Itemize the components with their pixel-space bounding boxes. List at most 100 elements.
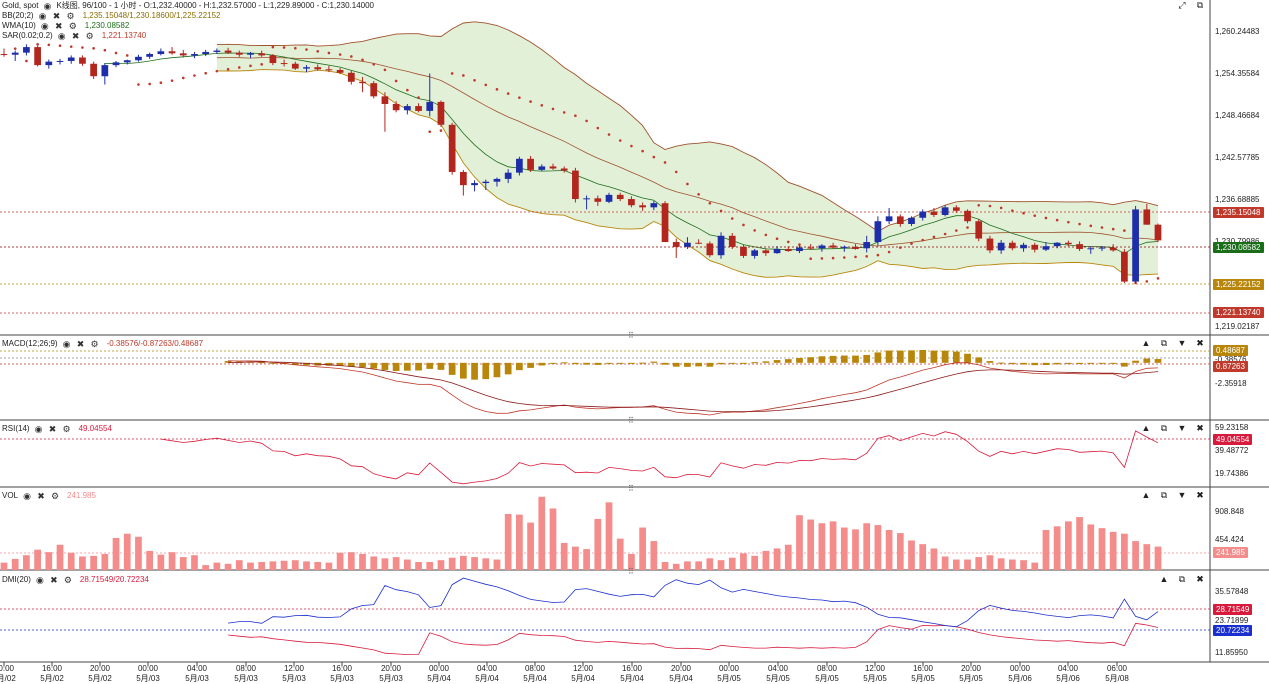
sar-dot (798, 243, 801, 246)
macd-histogram-bar (930, 350, 938, 363)
sar-dot (809, 257, 812, 260)
time-axis-label: 06:00 5月/08 (1097, 664, 1137, 684)
sar-dot (439, 129, 443, 132)
sar-dot (406, 88, 409, 92)
time-axis-date: 5月/03 (282, 674, 306, 683)
sar-dot (47, 43, 51, 47)
volume-bar (986, 555, 994, 570)
candle (112, 62, 120, 66)
time-axis-date: 5月/03 (234, 674, 258, 683)
vol-pane-controls: ▲ ⧉ ▼ ✖ (1140, 490, 1206, 501)
close-icon[interactable]: ✖ (48, 424, 57, 434)
candle (740, 246, 747, 256)
gear-icon[interactable]: ⚙ (85, 31, 94, 41)
eye-icon[interactable]: ◉ (38, 11, 47, 21)
candle (34, 47, 41, 66)
close-icon[interactable]: ✖ (1196, 338, 1204, 348)
eye-icon[interactable]: ◉ (43, 1, 52, 11)
move-up-icon[interactable]: ▲ (1159, 574, 1169, 584)
volume-bar (11, 558, 19, 570)
sar-dot (473, 78, 476, 82)
gear-icon[interactable]: ⚙ (66, 11, 75, 21)
eye-icon[interactable]: ◉ (34, 424, 43, 434)
time-axis-date: 5月/04 (571, 674, 595, 683)
close-icon[interactable]: ✖ (50, 575, 58, 585)
price-axis-tick: 1,242.57785 (1215, 153, 1260, 162)
candle (235, 52, 243, 55)
close-icon[interactable]: ✖ (1196, 574, 1204, 584)
time-axis-label: 16:00 5月/03 (322, 664, 362, 684)
dmi-plus-line (228, 622, 1159, 656)
fullscreen-icon[interactable]: ⧉ (1160, 338, 1168, 348)
fullscreen-icon[interactable]: ⧉ (1160, 423, 1168, 433)
close-icon[interactable]: ✖ (55, 21, 63, 31)
candle (504, 172, 512, 179)
eye-icon[interactable]: ◉ (62, 339, 71, 349)
sar-tag: 1,221.13740 (1213, 307, 1264, 318)
close-icon[interactable]: ✖ (71, 31, 80, 41)
candle (975, 221, 983, 239)
macd-histogram-bar (863, 354, 871, 363)
close-icon[interactable]: ✖ (1196, 490, 1204, 500)
candle (952, 207, 960, 211)
move-up-icon[interactable]: ▲ (1141, 338, 1151, 348)
pane-resize-handle[interactable]: ⠿ (628, 484, 634, 493)
macd-histogram-bar (639, 362, 646, 364)
macd-histogram-bar (650, 361, 658, 363)
move-up-icon[interactable]: ▲ (1141, 423, 1151, 433)
volume-bar (157, 554, 165, 570)
move-down-icon[interactable]: ▼ (1177, 423, 1187, 433)
volume-bar (616, 538, 624, 570)
eye-icon[interactable]: ◉ (35, 575, 44, 585)
time-axis-date: 5月/05 (863, 674, 887, 683)
gear-icon[interactable]: ⚙ (68, 21, 77, 31)
candle (471, 183, 478, 186)
sar-dot (383, 68, 387, 72)
eye-icon[interactable]: ◉ (40, 21, 49, 31)
dmi-label: DMI(20) (2, 575, 31, 584)
volume-bar (45, 552, 53, 570)
close-icon[interactable]: ✖ (37, 491, 45, 501)
time-axis-hour: 06:00 (1106, 664, 1128, 673)
macd-histogram-bar (661, 362, 669, 365)
candle (437, 101, 445, 125)
move-down-icon[interactable]: ▼ (1177, 490, 1187, 500)
close-icon[interactable]: ✖ (1196, 423, 1204, 433)
sar-dot (260, 63, 263, 66)
sar-dot (921, 238, 925, 242)
sar-dot (607, 133, 611, 136)
macd-pane-controls: ▲ ⧉ ▼ ✖ (1140, 338, 1206, 349)
gear-icon[interactable]: ⚙ (50, 491, 60, 501)
pane-resize-handle[interactable]: ⠿ (628, 416, 634, 425)
gear-icon[interactable]: ⚙ (63, 575, 72, 585)
pane-resize-handle[interactable]: ⠿ (628, 567, 634, 576)
candle (616, 194, 624, 200)
candle (426, 101, 434, 111)
time-axis-label: 12:00 5月/05 (855, 664, 895, 684)
sar-dot (630, 144, 633, 148)
eye-icon[interactable]: ◉ (57, 31, 66, 41)
fullscreen-icon[interactable]: ⧉ (1178, 574, 1186, 584)
gear-icon[interactable]: ⚙ (62, 424, 71, 434)
sar-dot (641, 149, 644, 153)
eye-icon[interactable]: ◉ (23, 491, 31, 501)
pane-resize-handle[interactable]: ⠿ (628, 331, 634, 340)
close-icon[interactable]: ✖ (52, 11, 61, 21)
candle (852, 246, 859, 249)
close-icon[interactable]: ✖ (76, 339, 85, 349)
volume-bar (191, 555, 198, 570)
volume-bar (392, 557, 400, 570)
fullscreen-icon[interactable]: ⧉ (1160, 490, 1168, 500)
macd-histogram-bar (1031, 362, 1039, 366)
move-down-icon[interactable]: ▼ (1177, 338, 1187, 348)
time-axis-hour: 12:00 (864, 664, 886, 673)
move-up-icon[interactable]: ▲ (1141, 490, 1151, 500)
sar-dot (338, 53, 342, 56)
gear-icon[interactable]: ⚙ (90, 339, 99, 349)
expand-icon[interactable]: ⤢ (1178, 0, 1186, 10)
fullscreen-icon[interactable]: ⧉ (1196, 0, 1204, 10)
sar-dot (977, 203, 981, 207)
volume-bar (34, 549, 41, 570)
sar-dot (988, 204, 992, 208)
